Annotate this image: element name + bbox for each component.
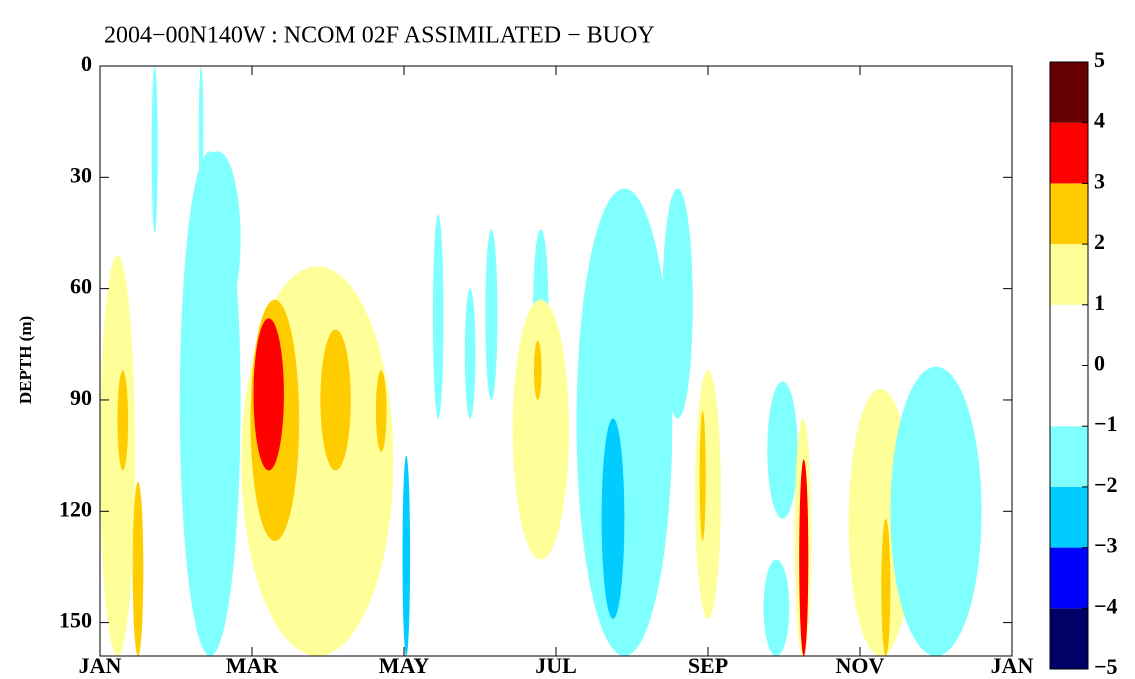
y-tick-label: 150 xyxy=(59,608,92,633)
contour-region xyxy=(100,255,135,656)
x-tick-label: NOV xyxy=(836,653,885,678)
contour-region xyxy=(799,459,809,656)
x-tick-label: JUL xyxy=(535,653,577,678)
contour-region xyxy=(402,455,411,656)
contour-region xyxy=(890,366,982,656)
contour-region xyxy=(767,381,798,519)
y-tick-label: 120 xyxy=(59,496,92,521)
contour-region xyxy=(195,151,241,326)
contour-region xyxy=(320,329,351,471)
contour-region xyxy=(763,559,790,656)
y-tick-label: 30 xyxy=(70,162,92,187)
contour-region xyxy=(375,370,387,452)
contour-region xyxy=(699,411,706,541)
contour-region xyxy=(117,370,129,471)
chart-title: 2004−00N140W : NCOM 02F ASSIMILATED − BU… xyxy=(104,23,655,49)
colorbar-tick-label: −1 xyxy=(1094,411,1118,436)
contour-region xyxy=(576,188,673,656)
y-tick-label: 60 xyxy=(70,274,92,299)
colorbar-band xyxy=(1050,365,1088,427)
x-tick-label: SEP xyxy=(688,653,728,678)
colorbar-tick-label: 2 xyxy=(1094,229,1105,254)
y-tick-label: 90 xyxy=(70,385,92,410)
contour-region xyxy=(695,370,721,619)
colorbar-tick-label: 5 xyxy=(1094,47,1105,72)
contour-region xyxy=(151,66,158,233)
x-tick-label: MAY xyxy=(379,653,430,678)
x-tick-label: MAR xyxy=(226,653,280,678)
colorbar-band xyxy=(1050,486,1088,548)
colorbar-tick-label: −4 xyxy=(1094,593,1118,618)
x-tick-label: JAN xyxy=(991,653,1034,678)
contour-region xyxy=(485,229,498,400)
colorbar-tick-label: 1 xyxy=(1094,290,1105,315)
contour-region xyxy=(662,188,693,419)
contour-region xyxy=(132,481,144,656)
colorbar-band xyxy=(1050,62,1088,123)
colorbar-tick-label: 3 xyxy=(1094,168,1105,193)
plot-area xyxy=(100,66,982,656)
colorbar-tick-label: 0 xyxy=(1094,351,1105,376)
x-tick-label: JAN xyxy=(79,653,122,678)
colorbar-tick-label: −5 xyxy=(1094,654,1118,679)
y-tick-label: 0 xyxy=(81,51,92,76)
contour-region xyxy=(512,299,569,560)
colorbar-band xyxy=(1050,244,1088,305)
contour-region xyxy=(464,288,476,419)
contour-region xyxy=(881,518,891,656)
contour-region xyxy=(601,418,625,619)
contour-region xyxy=(533,340,542,400)
colorbar-band xyxy=(1050,183,1088,245)
y-axis-label: DEPTH (m) xyxy=(16,316,35,404)
contour-region xyxy=(253,318,284,471)
colorbar-band xyxy=(1050,547,1088,609)
colorbar-band xyxy=(1050,304,1088,366)
colorbar-band xyxy=(1050,122,1088,184)
contour-region xyxy=(432,214,444,419)
colorbar-tick-label: −3 xyxy=(1094,533,1118,558)
colorbar-tick-label: 4 xyxy=(1094,108,1105,133)
colorbar-band xyxy=(1050,426,1088,487)
colorbar-tick-label: −2 xyxy=(1094,472,1118,497)
colorbar-band xyxy=(1050,608,1088,669)
